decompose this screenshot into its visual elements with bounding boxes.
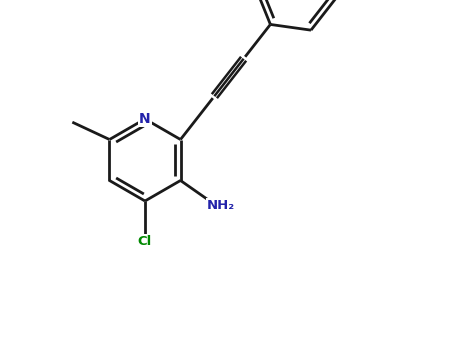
Text: Cl: Cl (138, 235, 152, 248)
Text: N: N (139, 112, 151, 126)
Text: NH₂: NH₂ (207, 199, 235, 212)
